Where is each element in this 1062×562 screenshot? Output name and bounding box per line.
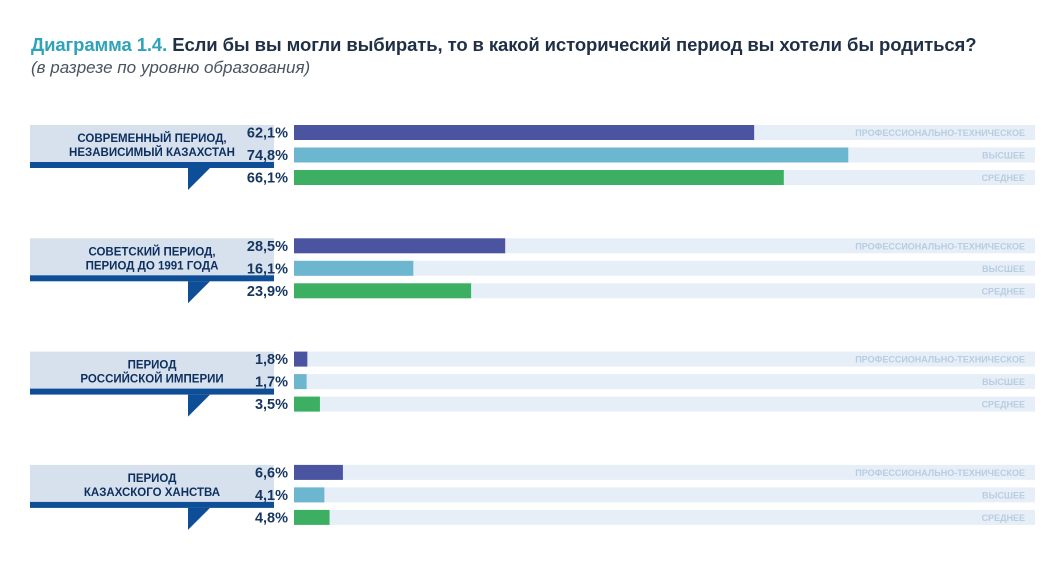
- category-label-box: [30, 238, 274, 276]
- category-label-band: [30, 388, 274, 395]
- value-label: 6,6%: [255, 465, 288, 481]
- value-label: 28,5%: [247, 239, 288, 255]
- series-label: ВЫСШЕЕ: [982, 490, 1025, 500]
- series-label: ВЫСШЕЕ: [982, 264, 1025, 274]
- value-label: 4,8%: [255, 510, 288, 526]
- value-label: 74,8%: [247, 148, 288, 164]
- value-label: 66,1%: [247, 171, 288, 187]
- category-label: СОВЕТСКИЙ ПЕРИОД,: [88, 245, 215, 258]
- series-label: ВЫСШЕЕ: [982, 377, 1025, 387]
- bar-track: [294, 509, 1035, 525]
- category-label-pointer: [188, 281, 210, 304]
- category-label-box: [30, 464, 274, 502]
- bar-secondary: [294, 283, 472, 299]
- bar-track: [294, 260, 1035, 276]
- chart-title: Диаграмма 1.4. Если бы вы могли выбирать…: [31, 34, 977, 56]
- chart-title-text: Если бы вы могли выбирать, то в какой ис…: [172, 34, 977, 55]
- bar-secondary: [294, 396, 320, 412]
- value-label: 62,1%: [247, 126, 288, 142]
- bar-track: [294, 464, 1035, 480]
- category-label: КАЗАХСКОГО ХАНСТВА: [84, 487, 220, 499]
- series-label: ПРОФЕССИОНАЛЬНО-ТЕХНИЧЕСКОЕ: [855, 241, 1025, 251]
- series-label: ПРОФЕССИОНАЛЬНО-ТЕХНИЧЕСКОЕ: [855, 355, 1025, 365]
- bar-higher: [294, 147, 849, 163]
- category-label: РОССИЙСКОЙ ИМПЕРИИ: [80, 373, 223, 386]
- value-label: 1,8%: [255, 352, 288, 368]
- bar-secondary: [294, 509, 330, 525]
- value-label: 16,1%: [247, 261, 288, 277]
- category-label-pointer: [188, 394, 210, 417]
- category-label-band: [30, 162, 274, 168]
- category-label: НЕЗАВИСИМЫЙ КАЗАХСТАН: [69, 146, 235, 159]
- series-label: ПРОФЕССИОНАЛЬНО-ТЕХНИЧЕСКОЕ: [855, 468, 1025, 478]
- series-label: СРЕДНЕЕ: [982, 173, 1025, 183]
- category-label-box: [30, 351, 274, 389]
- bar-professional: [294, 351, 308, 367]
- category-label: ПЕРИОД ДО 1991 ГОДА: [86, 260, 219, 272]
- value-label: 4,1%: [255, 488, 288, 504]
- value-label: 3,5%: [255, 397, 288, 413]
- bar-higher: [294, 374, 307, 390]
- bar-higher: [294, 487, 325, 503]
- bar-professional: [294, 464, 343, 480]
- category-label: СОВРЕМЕННЫЙ ПЕРИОД,: [77, 132, 226, 145]
- series-label: ПРОФЕССИОНАЛЬНО-ТЕХНИЧЕСКОЕ: [855, 128, 1025, 138]
- bar-track: [294, 487, 1035, 503]
- bar-track: [294, 351, 1035, 367]
- value-label: 1,7%: [255, 375, 288, 391]
- value-label: 23,9%: [247, 284, 288, 300]
- category-label: ПЕРИОД: [128, 360, 177, 372]
- series-label: СРЕДНЕЕ: [982, 286, 1025, 296]
- bar-professional: [294, 125, 755, 140]
- series-label: СРЕДНЕЕ: [982, 513, 1025, 523]
- chart-title-prefix: Диаграмма 1.4.: [31, 34, 168, 55]
- category-label-pointer: [188, 168, 210, 190]
- bar-track: [294, 283, 1035, 299]
- series-label: СРЕДНЕЕ: [982, 400, 1025, 410]
- category-label-band: [30, 275, 274, 282]
- category-label: ПЕРИОД: [128, 473, 177, 485]
- series-label: ВЫСШЕЕ: [982, 151, 1025, 161]
- bar-professional: [294, 238, 506, 254]
- bar-secondary: [294, 170, 784, 185]
- category-label-band: [30, 501, 274, 508]
- category-label-box: [30, 125, 274, 162]
- bar-higher: [294, 260, 414, 276]
- bar-track: [294, 396, 1035, 412]
- bar-track: [294, 374, 1035, 390]
- chart-subtitle: (в разрезе по уровню образования): [31, 58, 311, 77]
- category-label-pointer: [188, 507, 210, 530]
